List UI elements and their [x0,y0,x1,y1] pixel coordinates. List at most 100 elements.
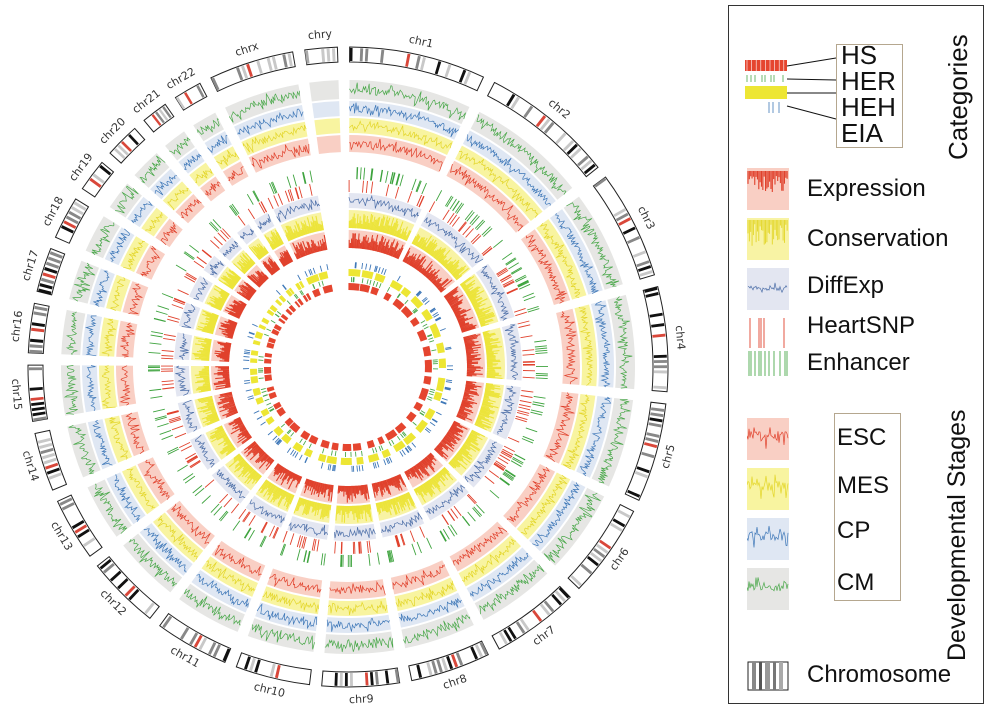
ideogram-band [162,106,172,119]
ideogram-band [510,96,520,110]
chromosome-sector-chr17: chr17 [19,247,276,349]
track-band-heh [429,323,442,339]
track-line-cm [68,424,96,474]
ideogram-band [649,312,663,318]
track-band-hs [264,352,273,358]
track-tick-heartsnp [177,272,197,296]
ideogram-band [562,139,575,152]
track-band-heh [424,408,436,421]
track-line-esc [228,166,244,181]
track-line-diffexp [425,484,466,515]
cm-swatch-line [747,577,789,592]
ideogram-band [48,472,62,480]
track-tick-heartsnp [428,201,493,257]
track-tick-enhancer [208,219,222,232]
track-band-hs [331,442,339,451]
chromosome-sector-chr19: chr19 [66,151,289,325]
ideogram-band [627,489,641,498]
track-hist-expression [228,416,253,445]
track-band-heh [436,377,446,392]
track-line-diffexp [423,217,484,263]
track-bg-cp [466,547,533,602]
ideogram-band [34,305,48,312]
track-band-hs [284,417,294,427]
ideogram-band [39,283,53,290]
ideogram-chr5 [624,401,667,501]
track-line-mes [349,120,452,150]
track-bg-diffexp [177,400,202,434]
track-line-esc [128,283,143,315]
track-line-cm [228,90,300,123]
track-band-heh [265,416,275,425]
ideogram-band [648,422,662,428]
track-line-esc [251,143,310,169]
ideogram-chr12 [96,555,160,620]
track-line-esc [452,526,508,566]
ideogram-band [304,50,310,64]
ideogram-band [222,648,231,662]
chromosome-sector-chr16: chr16 [9,302,273,364]
track-tick-enhancer [192,485,229,522]
track-line-cp [92,419,113,466]
ideogram-band [40,277,55,285]
track-tick-eia [286,447,309,464]
track-line-esc [349,138,443,172]
track-band-heh [250,358,258,363]
track-line-cp [466,134,551,206]
track-bg-mes [201,556,258,597]
track-band-hs [302,294,309,303]
track-tick-eia [297,274,301,281]
categories-title: Categories [943,34,973,160]
stage-cp: CP [837,517,871,544]
ideogram-band [77,528,90,539]
ideogram-band [155,111,165,124]
ideogram-band [99,559,112,570]
ideogram-band [599,539,612,550]
chromosome-swatch-band [759,662,762,690]
track-line-mes [195,168,213,183]
ideogram-band [350,672,353,686]
ideogram-band [455,652,464,666]
ideogram-band [507,626,517,640]
track-bg-mes [455,145,543,221]
track-hist-expression [404,452,437,481]
ideogram-band [498,631,508,645]
track-tick-her [412,410,426,426]
track-tick-eia [252,323,258,328]
ideogram-band [99,164,112,176]
ideogram-band [639,270,653,277]
track-band-heh [381,448,391,459]
chromosome-sector-chr6: chr6 [406,401,635,590]
ideogram-band [622,226,636,235]
ideogram-band [535,115,547,128]
track-bg-esc [122,281,149,317]
chromosome-sector-chr9: chr9 [321,442,401,706]
track-band-heh [410,295,424,309]
ideogram-band [339,672,343,686]
track-tick-eia [354,262,387,275]
track-hist-conservation [348,213,412,242]
ideogram-band [151,114,162,126]
ideogram-band [321,48,326,63]
track-band-hs [320,439,330,449]
ideogram-band [555,132,567,145]
ideogram-band [558,587,570,599]
ideogram-band [44,267,58,274]
track-tick-heartsnp [484,445,516,484]
ideogram-band [175,96,186,110]
track-line-cp [256,603,318,630]
ideogram-band [241,65,249,79]
track-bg-mes [162,181,193,211]
track-hist-expression [371,473,407,498]
track-band-heh [261,317,270,325]
ideogram-band [38,288,52,295]
track-band-heh [436,342,445,354]
track-tick-her [257,368,264,379]
track-tick-eia [304,264,329,277]
track-tick-eia [445,346,454,371]
track-line-cp [532,482,580,547]
track-line-cp [143,528,187,573]
ideogram-band [632,250,646,258]
ideogram-band [554,590,566,602]
heh-swatch [745,86,787,99]
